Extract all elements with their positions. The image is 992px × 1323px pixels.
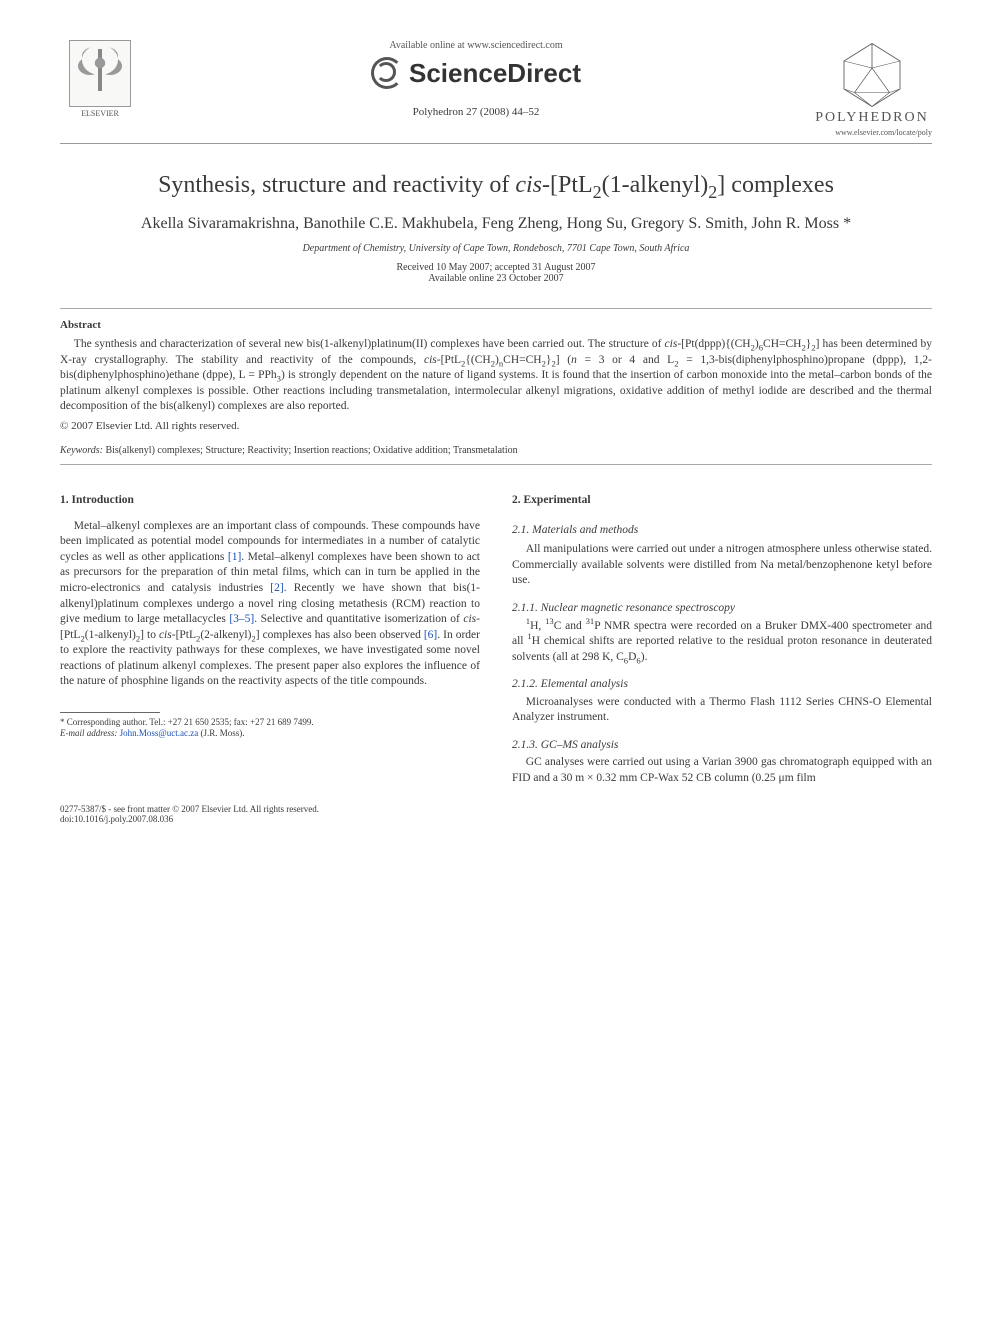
keywords-line: Keywords: Bis(alkenyl) complexes; Struct… (60, 445, 932, 456)
abstract-copyright: © 2007 Elsevier Ltd. All rights reserved… (60, 419, 932, 434)
footer-block: 0277-5387/$ - see front matter © 2007 El… (60, 804, 932, 824)
article-affiliation: Department of Chemistry, University of C… (60, 243, 932, 254)
polyhedron-url: www.elsevier.com/locate/poly (812, 128, 932, 137)
received-date: Received 10 May 2007; accepted 31 August… (60, 262, 932, 273)
journal-citation: Polyhedron 27 (2008) 44–52 (140, 106, 812, 118)
keywords-label: Keywords: (60, 445, 103, 456)
polyhedron-icon (837, 40, 907, 110)
right-column: 2. Experimental 2.1. Materials and metho… (512, 493, 932, 786)
corr-email-who: (J.R. Moss). (200, 728, 244, 738)
section-2-heading: 2. Experimental (512, 493, 932, 509)
section-2-1-3-paragraph: GC analyses were carried out using a Var… (512, 755, 932, 786)
corr-author-line: * Corresponding author. Tel.: +27 21 650… (60, 717, 480, 729)
section-2-1-1-paragraph: 1H, 13C and 31P NMR spectra were recorde… (512, 619, 932, 666)
abstract-top-rule (60, 308, 932, 309)
section-2-1-2-heading: 2.1.2. Elemental analysis (512, 677, 932, 693)
article-title: Synthesis, structure and reactivity of c… (60, 172, 932, 199)
section-1-heading: 1. Introduction (60, 493, 480, 509)
sciencedirect-logo: ScienceDirect (371, 57, 581, 89)
abstract-bottom-rule (60, 464, 932, 465)
section-2-1-heading: 2.1. Materials and methods (512, 523, 932, 539)
center-header: Available online at www.sciencedirect.co… (140, 40, 812, 118)
abstract-heading: Abstract (60, 319, 932, 331)
elsevier-label: ELSEVIER (60, 109, 140, 118)
page-header: ELSEVIER Available online at www.science… (60, 40, 932, 137)
article-dates: Received 10 May 2007; accepted 31 August… (60, 262, 932, 284)
online-date: Available online 23 October 2007 (60, 273, 932, 284)
polyhedron-logo-block: POLYHEDRON www.elsevier.com/locate/poly (812, 40, 932, 137)
footer-doi: doi:10.1016/j.poly.2007.08.036 (60, 814, 932, 824)
footer-copyright: 0277-5387/$ - see front matter © 2007 El… (60, 804, 932, 814)
email-label: E-mail address: (60, 728, 117, 738)
sciencedirect-swirl-icon (371, 57, 403, 89)
abstract-body: The synthesis and characterization of se… (60, 337, 932, 433)
section-1-paragraph: Metal–alkenyl complexes are an important… (60, 519, 480, 690)
corr-email[interactable]: John.Moss@uct.ac.za (120, 728, 199, 738)
left-column: 1. Introduction Metal–alkenyl complexes … (60, 493, 480, 786)
sciencedirect-text: ScienceDirect (409, 58, 581, 89)
body-columns: 1. Introduction Metal–alkenyl complexes … (60, 493, 932, 786)
article-authors: Akella Sivaramakrishna, Banothile C.E. M… (60, 215, 932, 233)
available-online-text: Available online at www.sciencedirect.co… (140, 40, 812, 51)
section-2-1-2-paragraph: Microanalyses were conducted with a Ther… (512, 695, 932, 726)
polyhedron-label: POLYHEDRON (812, 110, 932, 126)
keywords-list: Bis(alkenyl) complexes; Structure; React… (105, 445, 517, 456)
corr-email-line: E-mail address: John.Moss@uct.ac.za (J.R… (60, 728, 480, 740)
footnote-rule (60, 712, 160, 713)
corresponding-author-footnote: * Corresponding author. Tel.: +27 21 650… (60, 717, 480, 740)
elsevier-tree-icon (69, 40, 131, 107)
abstract-text: The synthesis and characterization of se… (60, 337, 932, 415)
section-2-1-3-heading: 2.1.3. GC–MS analysis (512, 738, 932, 754)
section-2-1-paragraph: All manipulations were carried out under… (512, 542, 932, 589)
elsevier-logo: ELSEVIER (60, 40, 140, 118)
header-rule (60, 143, 932, 144)
section-2-1-1-heading: 2.1.1. Nuclear magnetic resonance spectr… (512, 601, 932, 617)
